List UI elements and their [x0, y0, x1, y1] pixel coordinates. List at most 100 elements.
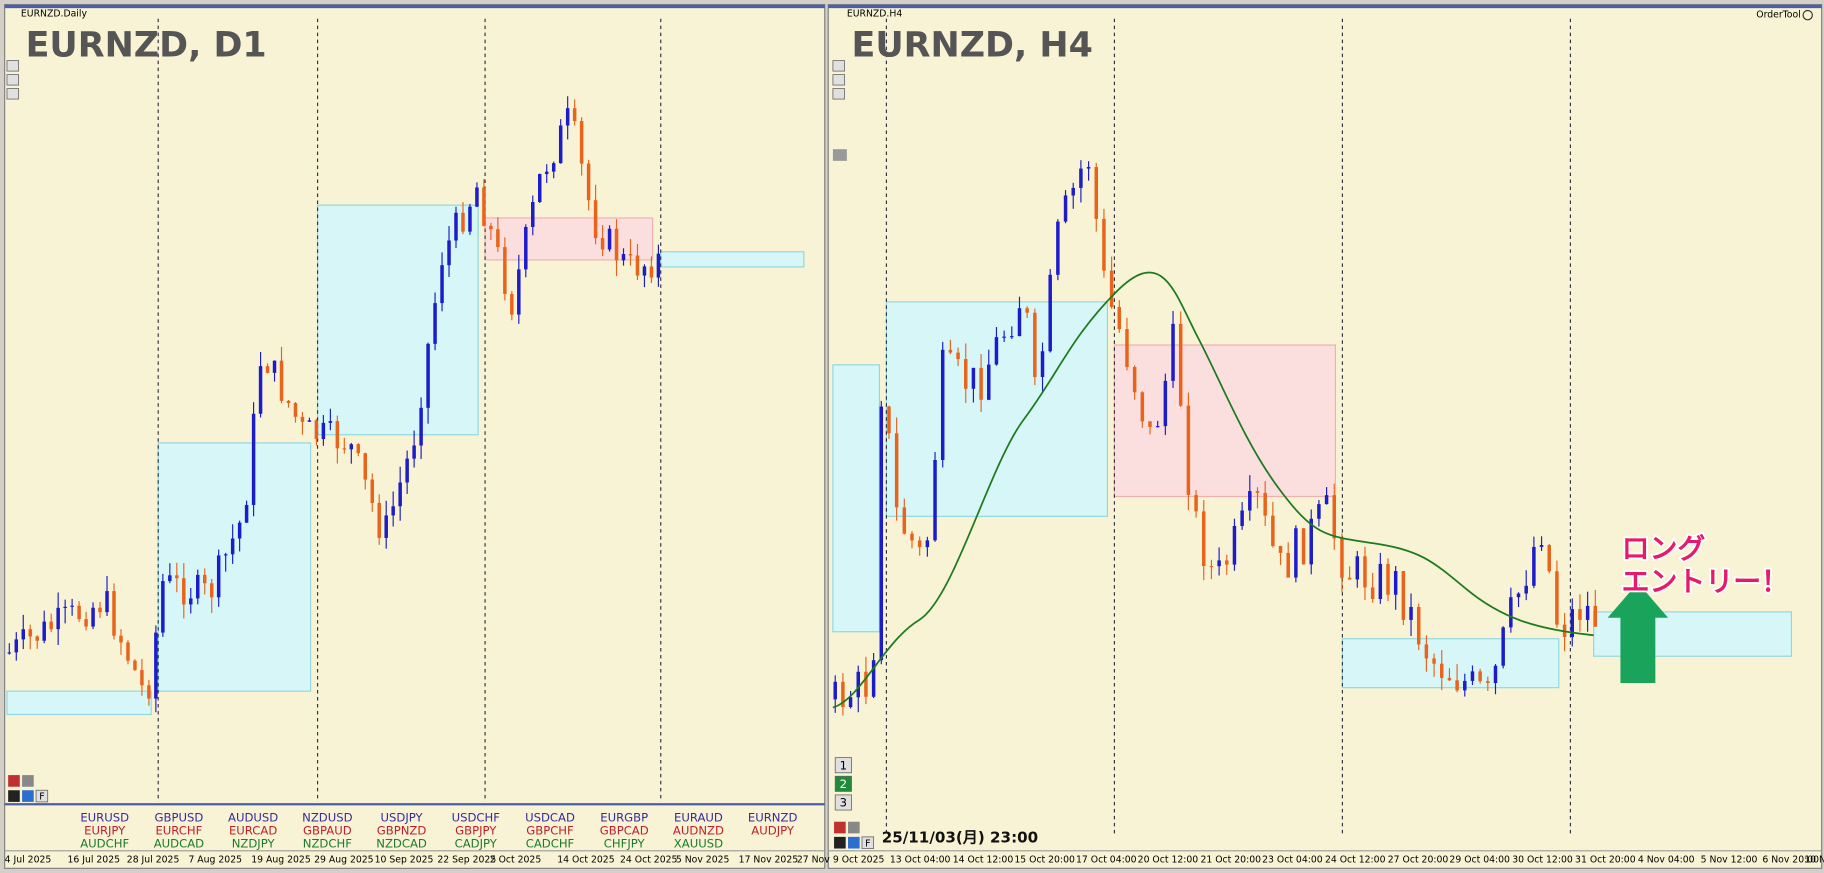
candle-body [1585, 605, 1590, 620]
moving-average [832, 271, 1594, 709]
symbol-link[interactable]: GBPCHF [526, 824, 574, 838]
x-axis-label: 4 Nov 04:00 [1638, 855, 1695, 866]
symbol-link[interactable]: AUDCHF [80, 836, 129, 850]
zone [1341, 638, 1560, 689]
symbol-link[interactable]: AUDNZD [673, 824, 724, 838]
symbol-link[interactable]: NZDCAD [376, 836, 427, 850]
min-button[interactable] [848, 821, 860, 834]
candle-body [258, 366, 263, 414]
tool-icon[interactable] [1802, 9, 1813, 21]
scroll-button[interactable] [6, 60, 20, 72]
candle-body [621, 254, 626, 261]
timeframe-button[interactable] [834, 794, 852, 811]
candle-body [209, 583, 214, 598]
candle-body [1401, 571, 1406, 620]
candle-body [482, 187, 486, 226]
candle-body [635, 255, 640, 276]
symbol-link[interactable]: USDJPY [381, 811, 424, 825]
scroll-button[interactable] [832, 60, 845, 72]
symbol-link[interactable]: EURCAD [229, 824, 277, 838]
symbol-link[interactable]: USDCAD [525, 811, 575, 825]
candle-body [1301, 528, 1306, 565]
candle-body [468, 206, 472, 232]
tool-button[interactable] [8, 790, 20, 802]
candle-body [1232, 525, 1237, 565]
symbol-link[interactable]: AUDJPY [751, 824, 795, 838]
symbol-link[interactable]: GBPUSD [155, 811, 204, 825]
scroll-button[interactable] [6, 88, 20, 100]
timeframe-label: 1 [840, 758, 847, 772]
candle-body [593, 200, 598, 239]
x-axis-label: 19 Aug 2025 [251, 855, 311, 866]
timeframe-button[interactable] [834, 757, 852, 774]
filter-button[interactable] [35, 789, 49, 803]
candle-body [902, 507, 907, 534]
symbol-link[interactable]: EURGBP [600, 811, 648, 825]
min-button[interactable] [22, 775, 34, 787]
candle-body [363, 453, 368, 480]
candle-body [133, 660, 137, 671]
symbol-link[interactable]: XAUUSD [674, 836, 723, 850]
candle-body [963, 359, 968, 389]
symbol-link[interactable]: EURCHF [155, 824, 202, 838]
candle-body [1010, 336, 1014, 338]
candle-body [864, 671, 868, 697]
candle-body [321, 422, 326, 440]
symbol-link[interactable]: NZDJPY [232, 836, 276, 850]
close-button[interactable] [8, 775, 20, 787]
candle-body [1570, 609, 1575, 638]
symbol-link[interactable]: EURNZD [748, 811, 798, 825]
tool-button[interactable] [832, 149, 847, 161]
candle-body [300, 416, 305, 422]
candle-body [1140, 392, 1145, 422]
candle-body [1209, 566, 1214, 568]
timeframe-button[interactable] [834, 775, 852, 792]
zone [660, 251, 805, 268]
scroll-button[interactable] [832, 88, 845, 100]
candle-body [223, 554, 228, 556]
left-panel [4, 4, 826, 869]
candle-body [948, 349, 953, 353]
symbol-link[interactable]: GBPNZD [377, 824, 427, 838]
candle-body [286, 400, 291, 404]
symbol-link[interactable]: EURAUD [674, 811, 723, 825]
symbol-link[interactable]: CADCHF [526, 836, 575, 850]
candle-body [426, 343, 430, 408]
symbol-link[interactable]: EURUSD [80, 811, 129, 825]
tool-button[interactable] [848, 836, 860, 849]
symbol-link[interactable]: GBPAUD [303, 824, 352, 838]
symbol-link[interactable]: NZDUSD [302, 811, 352, 825]
symbol-link[interactable]: GBPJPY [455, 824, 497, 838]
candle-body [63, 606, 67, 608]
symbol-link[interactable]: CHFJPY [604, 836, 646, 850]
symbol-link[interactable]: AUDCAD [154, 836, 204, 850]
tool-button[interactable] [22, 790, 34, 802]
close-button[interactable] [834, 821, 846, 834]
candle-body [265, 366, 270, 373]
candle-body [1240, 510, 1244, 526]
x-axis-label: 5 Nov 12:00 [1701, 855, 1758, 866]
x-axis-label: 16 Jul 2025 [67, 855, 120, 866]
candle-body [1025, 308, 1029, 313]
candle-body [917, 540, 922, 548]
symbol-link[interactable]: GBPCAD [600, 824, 649, 838]
symbol-link[interactable]: EURJPY [84, 824, 126, 838]
symbol-link[interactable]: USDCHF [452, 811, 501, 825]
candle-body [1593, 605, 1598, 627]
candle-body [377, 502, 381, 538]
left-symbol-label: EURNZD, D1 [26, 26, 267, 66]
scroll-button[interactable] [832, 74, 845, 86]
symbol-link[interactable]: NZDCHF [303, 836, 352, 850]
filter-button[interactable] [861, 836, 875, 849]
candle-body [433, 303, 437, 344]
candle-body [1447, 677, 1452, 681]
x-axis-label: 23 Oct 04:00 [1262, 855, 1323, 866]
candle-body [154, 632, 158, 699]
candle-body [1555, 571, 1559, 625]
symbol-link[interactable]: AUDUSD [228, 811, 278, 825]
tool-button[interactable] [834, 836, 846, 849]
symbol-link[interactable]: CADJPY [455, 836, 498, 850]
scroll-button[interactable] [6, 74, 20, 86]
candle-body [614, 228, 619, 261]
candle-body [565, 108, 570, 126]
